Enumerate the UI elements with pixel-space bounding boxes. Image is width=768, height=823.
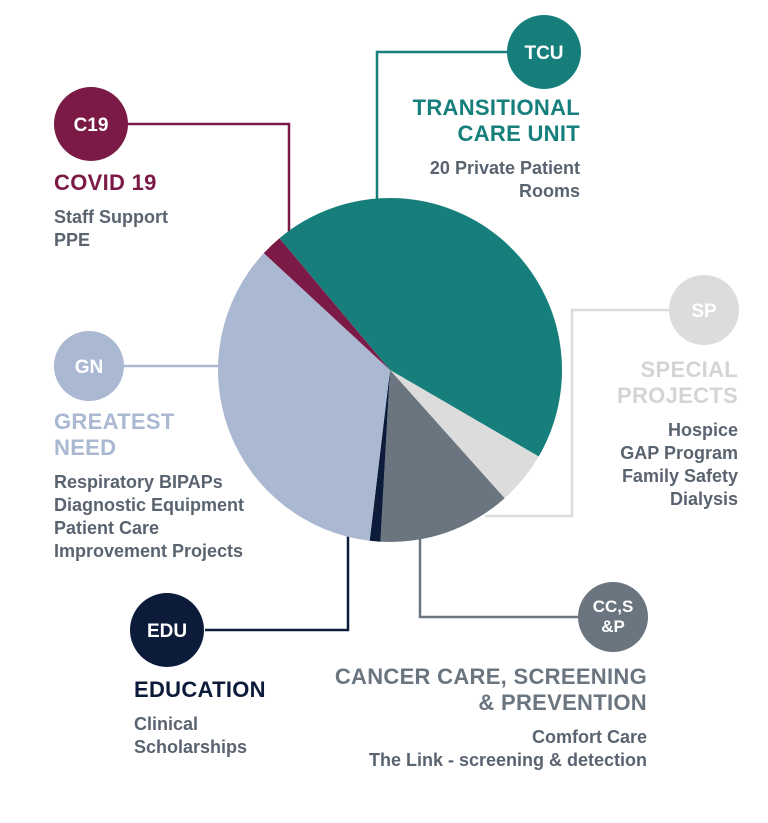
- sp-items: Hospice GAP Program Family Safety Dialys…: [617, 419, 738, 511]
- edu-items: Clinical Scholarships: [134, 713, 266, 759]
- gn-label-block: GREATEST NEED Respiratory BIPAPs Diagnos…: [54, 409, 244, 563]
- sp-item: Hospice: [667, 420, 738, 440]
- gn-title-line2: NEED: [54, 435, 117, 460]
- pie-slice-tcu: [279, 197, 563, 457]
- gn-item: Respiratory BIPAPs: [54, 472, 223, 492]
- badge-edu-label: EDU: [147, 621, 187, 642]
- ccsp-title-line1: CANCER CARE, SCREENING: [334, 664, 647, 689]
- badge-tcu-label: TCU: [524, 43, 563, 64]
- sp-title: SPECIAL PROJECTS: [617, 357, 738, 409]
- tcu-title-line2: CARE UNIT: [457, 121, 580, 146]
- c19-title: COVID 19: [54, 170, 168, 196]
- gn-items: Respiratory BIPAPs Diagnostic Equipment …: [54, 471, 244, 563]
- edu-label-block: EDUCATION Clinical Scholarships: [134, 677, 266, 759]
- sp-item: Dialysis: [669, 489, 738, 509]
- tcu-items: 20 Private Patient Rooms: [413, 157, 580, 203]
- gn-title-line1: GREATEST: [54, 409, 175, 434]
- sp-title-line2: PROJECTS: [617, 383, 738, 408]
- connector-lines: [120, 50, 672, 632]
- badge-c19: C19: [54, 87, 128, 161]
- badge-ccsp: CC,S &P: [578, 582, 648, 652]
- badge-tcu: TCU: [507, 15, 581, 89]
- gn-item: Patient Care: [54, 518, 160, 538]
- pie-slices: [218, 197, 563, 542]
- ccsp-label-block: CANCER CARE, SCREENING & PREVENTION Comf…: [335, 664, 647, 772]
- pie-slice-edu: [369, 370, 390, 542]
- tcu-title-line1: TRANSITIONAL: [412, 95, 580, 120]
- c19-item: PPE: [54, 230, 91, 250]
- pie-slice-gn: [218, 253, 390, 541]
- c19-item: Staff Support: [54, 207, 168, 227]
- badge-ccsp-label-line2: &P: [601, 617, 625, 636]
- connector-tcu: [375, 50, 508, 200]
- ccsp-items: Comfort Care The Link - screening & dete…: [335, 726, 647, 772]
- gn-item: Improvement Projects: [54, 541, 244, 561]
- pie-slice-ccsp: [380, 370, 505, 542]
- sp-item: Family Safety: [621, 466, 738, 486]
- c19-items: Staff Support PPE: [54, 206, 168, 252]
- tcu-label-block: TRANSITIONAL CARE UNIT 20 Private Patien…: [413, 95, 580, 203]
- edu-title-line1: EDUCATION: [134, 677, 266, 702]
- connector-ccsp: [418, 538, 582, 619]
- badge-c19-label: C19: [74, 115, 109, 136]
- c19-label-block: COVID 19 Staff Support PPE: [54, 170, 168, 252]
- gn-title: GREATEST NEED: [54, 409, 244, 461]
- ccsp-item: Comfort Care: [531, 727, 647, 747]
- sp-label-block: SPECIAL PROJECTS Hospice GAP Program Fam…: [617, 357, 738, 511]
- badge-ccsp-label-line1: CC,S: [593, 597, 634, 616]
- pie-slice-c19: [263, 238, 390, 370]
- badge-sp: SP: [669, 275, 739, 345]
- ccsp-item: The Link - screening & detection: [368, 750, 647, 770]
- badge-gn-label: GN: [75, 357, 104, 378]
- sp-item: GAP Program: [620, 443, 738, 463]
- c19-title-line1: COVID 19: [54, 170, 157, 195]
- ccsp-title: CANCER CARE, SCREENING & PREVENTION: [335, 664, 647, 716]
- pie-slice-sp: [390, 370, 539, 499]
- tcu-item: 20 Private Patient: [429, 158, 580, 178]
- badge-gn: GN: [54, 331, 124, 401]
- sp-title-line1: SPECIAL: [640, 357, 738, 382]
- badge-sp-label: SP: [691, 301, 717, 322]
- badge-edu: EDU: [130, 593, 204, 667]
- connector-sp: [485, 308, 672, 518]
- edu-item: Scholarships: [134, 737, 248, 757]
- tcu-title: TRANSITIONAL CARE UNIT: [413, 95, 580, 147]
- edu-title: EDUCATION: [134, 677, 266, 703]
- connector-c19: [128, 122, 291, 238]
- tcu-item: Rooms: [518, 181, 580, 201]
- ccsp-title-line2: & PREVENTION: [478, 690, 647, 715]
- edu-item: Clinical: [134, 714, 199, 734]
- connector-edu: [205, 534, 350, 632]
- gn-item: Diagnostic Equipment: [54, 495, 245, 515]
